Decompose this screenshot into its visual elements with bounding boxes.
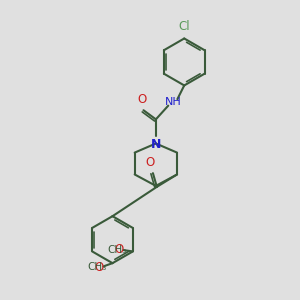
Text: O: O [145,156,154,169]
Text: O: O [94,261,104,274]
Text: O: O [137,93,146,106]
Text: NH: NH [164,98,181,107]
Text: CH₃: CH₃ [87,262,106,272]
Text: N: N [151,138,161,151]
Text: O: O [115,243,124,256]
Text: Cl: Cl [178,20,190,33]
Text: CH₃: CH₃ [107,245,127,255]
